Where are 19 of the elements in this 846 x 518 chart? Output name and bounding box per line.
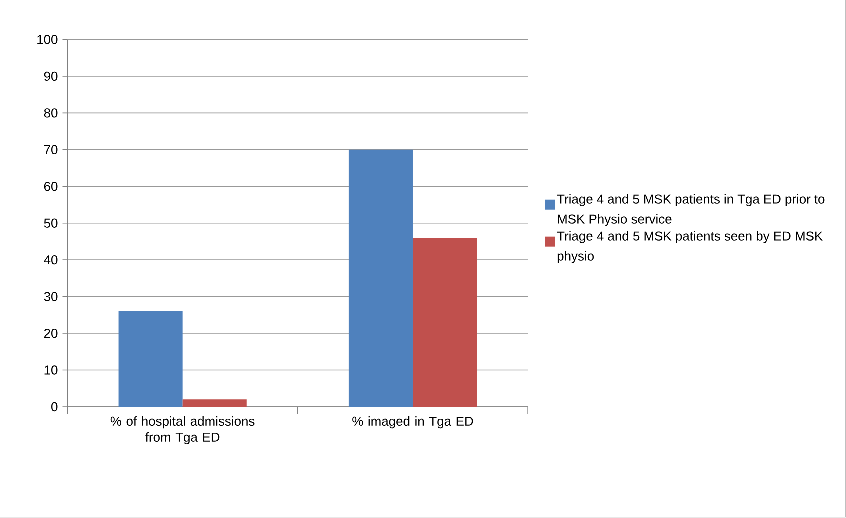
y-tick-label: 30 <box>44 292 58 302</box>
bar <box>348 150 413 408</box>
legend-label: Triage 4 and 5 MSK patients in Tga ED prior to MSK Physio service <box>557 194 825 227</box>
y-tick-label: 70 <box>44 145 58 155</box>
x-tick-label: % of hospital admissions from Tga ED <box>110 416 255 445</box>
y-tick-label: 90 <box>44 72 58 82</box>
y-tick-label: 20 <box>44 329 58 338</box>
bar <box>412 238 478 408</box>
y-tick-label: 10 <box>44 366 58 375</box>
bar <box>118 312 183 408</box>
y-tick-label: 80 <box>44 108 58 118</box>
y-tick-label: 40 <box>44 256 58 265</box>
y-tick-label: 100 <box>38 35 58 44</box>
y-tick-label: 60 <box>44 182 58 192</box>
y-tick-label: 50 <box>44 218 58 228</box>
y-tick-label: 0 <box>52 402 58 412</box>
x-tick-label: % imaged in Tga ED <box>352 416 474 429</box>
legend-label: Triage 4 and 5 MSK patients seen by ED MSK physio <box>557 231 823 264</box>
bar <box>182 400 247 408</box>
